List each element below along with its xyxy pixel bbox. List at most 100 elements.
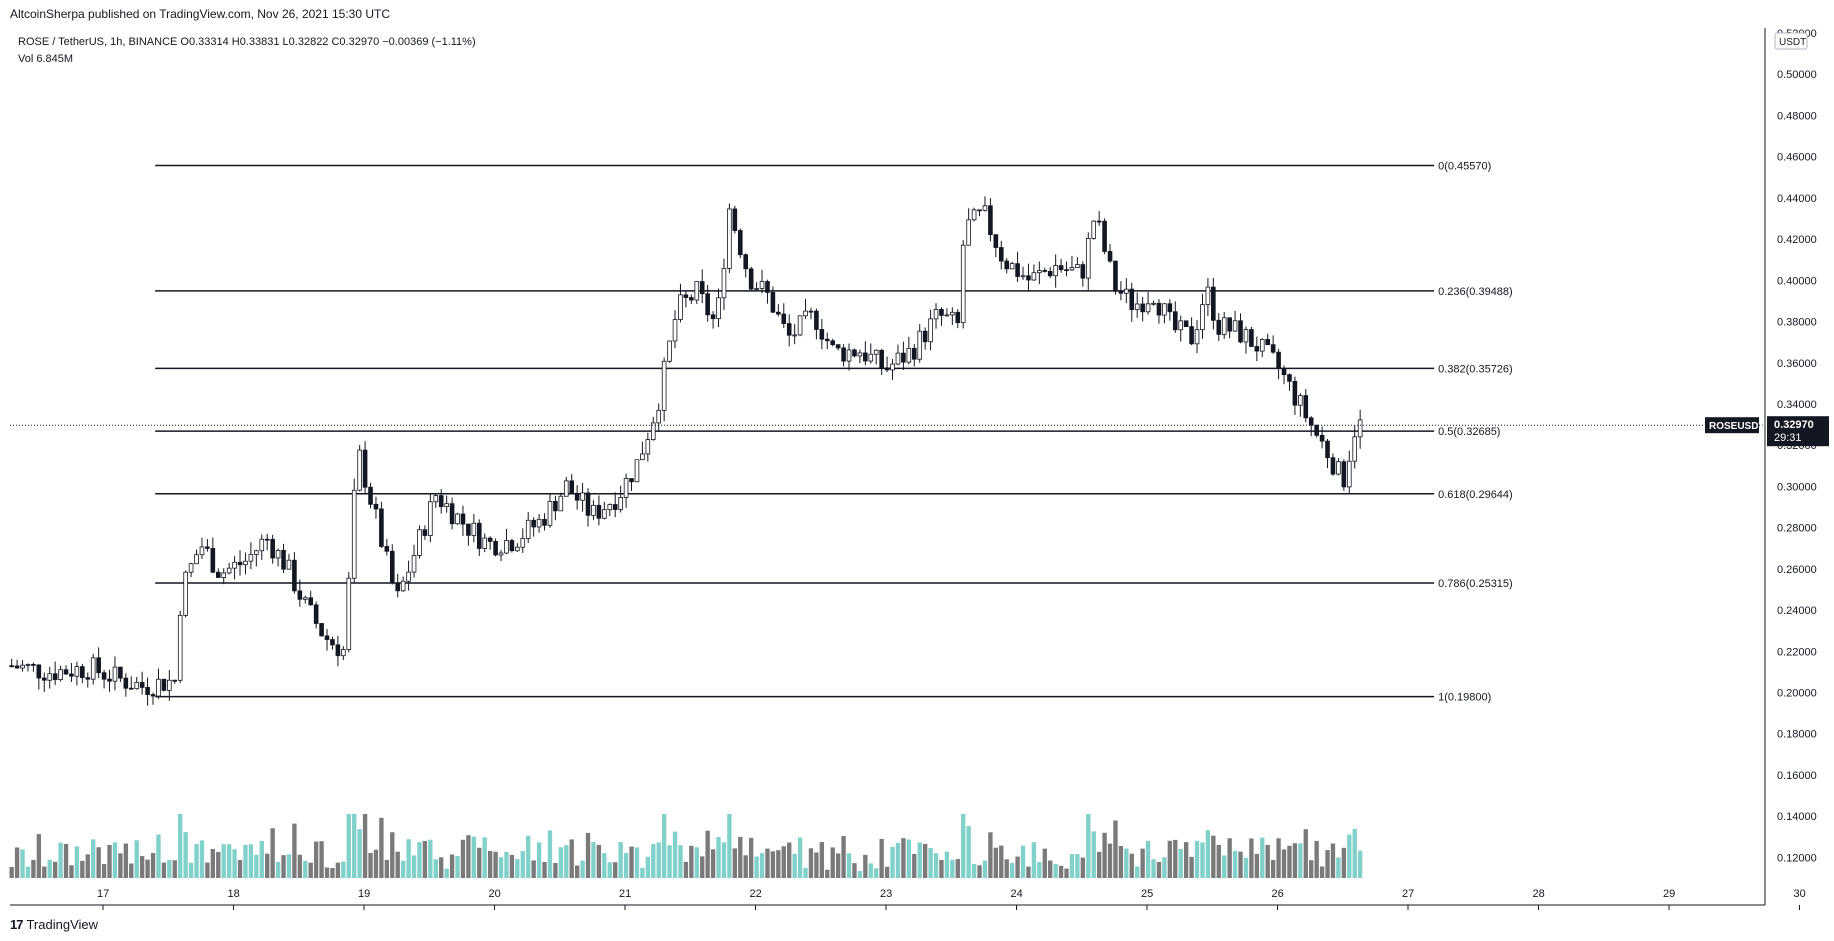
price-tick-label: 0.38000 [1777, 317, 1817, 329]
volume-bar [1292, 843, 1298, 878]
volume-bar [417, 842, 422, 878]
price-tick-label: 0.18000 [1777, 729, 1817, 741]
volume-bar [341, 861, 346, 878]
candle-body [341, 649, 346, 657]
currency-box[interactable] [1774, 32, 1808, 50]
candle-body [672, 319, 678, 342]
candle-body [96, 657, 101, 674]
candle-body [808, 310, 814, 313]
fib-level-label: 1(0.19800) [1438, 692, 1491, 704]
volume-bar [259, 840, 264, 878]
volume-bar [694, 847, 699, 878]
candle-body [406, 571, 411, 582]
candle-body [411, 555, 417, 573]
candle-body [1118, 290, 1124, 294]
candle-body [1156, 302, 1162, 316]
volume-bars [9, 814, 1363, 878]
volume-bar [727, 814, 732, 878]
volume-bar [917, 842, 922, 878]
candle-body [1303, 395, 1309, 419]
candle-body [80, 666, 85, 678]
volume-bar [63, 843, 69, 878]
price-tick-label: 0.48000 [1777, 110, 1817, 122]
candle-body [710, 314, 716, 320]
last-price-box[interactable] [1767, 416, 1829, 447]
volume-bar [857, 870, 863, 878]
candle-body [210, 547, 216, 573]
candle-body [302, 597, 308, 600]
volume-bar [69, 865, 74, 878]
candle-body [471, 522, 477, 536]
candle-body [574, 493, 580, 501]
fibonacci-retracement[interactable]: 0(0.45570) 0.236(0.39488) 0.382(0.35726) 0.… [155, 161, 1513, 704]
volume-bar [1015, 856, 1020, 878]
volume-bar [107, 844, 112, 878]
candle-body [1058, 265, 1064, 271]
volume-bar [977, 865, 982, 878]
candle-body [873, 349, 879, 355]
volume-bar [1075, 854, 1080, 878]
price-axis[interactable]: 0.520000.500000.480000.460000.440000.420… [10, 28, 1829, 864]
volume-bar [1347, 834, 1352, 878]
volume-bar [400, 860, 406, 878]
candle-body [895, 352, 901, 365]
fib-level-label: 0.5(0.32685) [1438, 426, 1500, 438]
volume-bar [221, 844, 226, 878]
volume-bar [1336, 857, 1341, 878]
symbol-tag-box[interactable] [1705, 417, 1759, 434]
volume-bar [787, 842, 792, 878]
candle-body [460, 513, 466, 525]
time-tick-label: 26 [1272, 888, 1284, 900]
volume-bar [569, 839, 574, 878]
candle-body [716, 297, 721, 320]
time-axis[interactable]: 17 18 19 20 21 22 23 24 25 26 27 28 29 30 [97, 888, 1806, 910]
volume-bar [1004, 859, 1009, 878]
volume-bar [449, 854, 455, 878]
candle-body [297, 590, 303, 600]
volume-bar [281, 855, 286, 878]
volume-bar [629, 846, 634, 878]
volume-bar [1042, 848, 1047, 878]
volume-bar [895, 842, 901, 878]
time-tick-label: 24 [1011, 888, 1023, 900]
volume-bar [1309, 860, 1314, 878]
candle-body [9, 665, 14, 668]
candle-body [1064, 269, 1069, 272]
volume-bar [1211, 835, 1216, 878]
candle-body [384, 546, 390, 552]
volume-bar [906, 839, 912, 878]
price-tick-label: 0.44000 [1777, 193, 1817, 205]
candle-body [689, 297, 694, 301]
candle-body [74, 666, 80, 677]
volume-bar [607, 862, 612, 878]
candle-body [1069, 267, 1075, 271]
candle-body [313, 604, 319, 624]
volume-bar [1096, 851, 1102, 878]
volume-bar [232, 849, 237, 878]
volume-bar [999, 845, 1004, 878]
candle-body [1113, 260, 1118, 292]
volume-bar [656, 842, 661, 878]
candle-body [69, 673, 74, 677]
candle-body [1249, 329, 1254, 347]
candle-body [1053, 265, 1058, 277]
candle-body [183, 571, 188, 616]
candle-body [58, 669, 63, 680]
volume-bar [444, 868, 449, 878]
candle-body [781, 313, 787, 324]
volume-bar [161, 862, 167, 878]
candle-body [694, 281, 700, 301]
volume-bar [928, 848, 933, 878]
volume-bar [618, 842, 623, 878]
candle-body [542, 518, 547, 526]
volume-bar [1145, 840, 1151, 878]
volume-bar [863, 854, 868, 878]
volume-bar [265, 853, 270, 878]
candle-body [1096, 220, 1102, 223]
tradingview-logo[interactable]: 17 TradingView [10, 917, 98, 932]
fib-level-label: 0.786(0.25315) [1438, 578, 1513, 590]
candle-body [884, 367, 890, 371]
candle-body [112, 666, 118, 682]
volume-bar [944, 851, 950, 878]
